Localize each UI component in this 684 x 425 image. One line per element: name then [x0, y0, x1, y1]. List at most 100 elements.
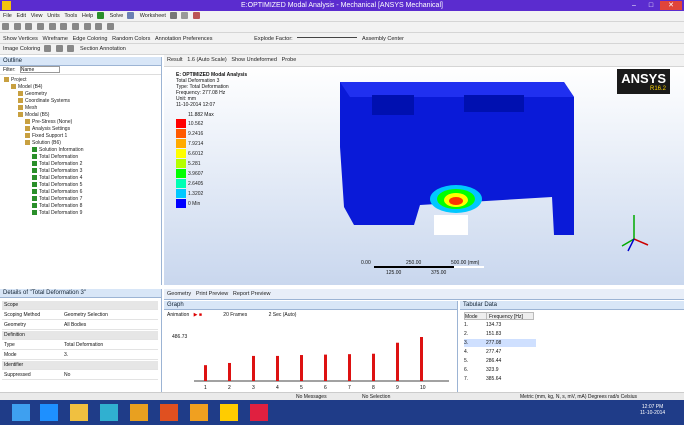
- status-units[interactable]: Metric (mm, kg, N, s, mV, mA) Degrees ra…: [520, 394, 638, 400]
- clock[interactable]: 12:07 PM 11-10-2014: [640, 404, 665, 416]
- tree-item[interactable]: Mesh: [18, 105, 37, 112]
- probe-button[interactable]: Probe: [281, 57, 297, 63]
- details-row[interactable]: Suppressed No: [2, 371, 158, 380]
- frequency-bar[interactable]: [348, 354, 351, 381]
- menu-tools[interactable]: Tools: [64, 13, 78, 19]
- menu-file[interactable]: File: [3, 13, 12, 19]
- tab-report-preview[interactable]: Report Preview: [232, 291, 271, 297]
- tree-item[interactable]: Solution (B6): [25, 140, 61, 147]
- details-row[interactable]: Geometry All Bodies: [2, 321, 158, 330]
- line-icon[interactable]: [67, 45, 75, 52]
- assembly-center-select[interactable]: Assembly Center: [362, 36, 404, 42]
- details-row[interactable]: Identifier: [2, 361, 158, 370]
- frequency-bar[interactable]: [252, 355, 255, 381]
- scale-select[interactable]: 1.6 (Auto Scale): [187, 57, 227, 63]
- tree-item[interactable]: Fixed Support 1: [25, 133, 67, 140]
- frequency-bar[interactable]: [324, 354, 327, 381]
- app-icon[interactable]: [160, 404, 178, 421]
- tree-item[interactable]: Geometry: [18, 91, 47, 98]
- frequency-bar[interactable]: [204, 365, 207, 381]
- tab-geometry[interactable]: Geometry: [167, 291, 192, 297]
- view-icon[interactable]: [83, 23, 91, 30]
- display-select[interactable]: Show Undeformed: [231, 57, 277, 63]
- zoom-icon[interactable]: [37, 23, 45, 30]
- tabular-row[interactable]: 6. 323.9: [464, 366, 536, 374]
- zoom-box-icon[interactable]: [48, 23, 56, 30]
- menu-help[interactable]: Help: [81, 13, 94, 19]
- tree-item[interactable]: Solution Information: [32, 147, 83, 154]
- frames-select[interactable]: 20 Frames: [223, 312, 248, 318]
- frequency-bar[interactable]: [276, 355, 279, 381]
- select-icon[interactable]: [2, 23, 9, 30]
- show-vertices-button[interactable]: Show Vertices: [3, 36, 38, 42]
- worksheet-button[interactable]: Worksheet: [139, 13, 166, 19]
- app-icon[interactable]: [130, 404, 148, 421]
- menu-view[interactable]: View: [30, 13, 43, 19]
- tabular-row[interactable]: 4. 277.47: [464, 348, 536, 356]
- section-annotation-button[interactable]: Section Annotation: [79, 46, 126, 52]
- annotation-prefs-button[interactable]: Annotation Preferences: [155, 36, 213, 42]
- tree-item[interactable]: Total Deformation 2: [32, 161, 82, 168]
- frequency-bar[interactable]: [228, 362, 231, 381]
- wireframe-button[interactable]: Wireframe: [42, 36, 68, 42]
- tree-item[interactable]: Analysis Settings: [25, 126, 70, 133]
- tab-print-preview[interactable]: Print Preview: [195, 291, 229, 297]
- tree-item[interactable]: Total Deformation 4: [32, 175, 82, 182]
- java-icon[interactable]: [190, 404, 208, 421]
- tree-item[interactable]: Modal (B5): [18, 112, 49, 119]
- close-button[interactable]: ✕: [660, 1, 682, 10]
- graphics-viewport[interactable]: E: OPTIMIZED Modal Analysis Total Deform…: [164, 67, 684, 285]
- folder-icon[interactable]: [70, 404, 88, 421]
- tabular-row[interactable]: 2. 151.83: [464, 330, 536, 338]
- tree-item[interactable]: Total Deformation 9: [32, 210, 82, 217]
- rotate-icon[interactable]: [13, 23, 21, 30]
- frequency-bar[interactable]: [396, 342, 399, 381]
- ansys-icon[interactable]: [220, 404, 238, 421]
- tree-item[interactable]: Total Deformation 3: [32, 168, 82, 175]
- details-row[interactable]: Definition: [2, 331, 158, 340]
- menu-edit[interactable]: Edit: [16, 13, 27, 19]
- tabular-row[interactable]: 5. 286.44: [464, 357, 536, 365]
- tabular-row[interactable]: 7. 385.64: [464, 375, 536, 383]
- stop-icon[interactable]: ■: [198, 312, 202, 318]
- tree-item[interactable]: Total Deformation 5: [32, 182, 82, 189]
- app-icon[interactable]: [100, 404, 118, 421]
- edge-coloring-button[interactable]: Edge Coloring: [72, 36, 108, 42]
- frequency-bar[interactable]: [372, 353, 375, 381]
- line-icon[interactable]: [55, 45, 63, 52]
- explode-slider[interactable]: [297, 33, 358, 38]
- magnifier-icon[interactable]: [72, 23, 80, 30]
- ie-icon[interactable]: [40, 404, 58, 421]
- minimize-button[interactable]: –: [632, 2, 636, 9]
- frequency-bar[interactable]: [300, 355, 303, 381]
- tabular-row[interactable]: 1. 134.73: [464, 321, 536, 329]
- status-messages[interactable]: No Messages: [296, 394, 327, 400]
- start-icon[interactable]: [12, 404, 30, 421]
- tree-item[interactable]: Total Deformation: [32, 154, 78, 161]
- details-row[interactable]: Scoping Method Geometry Selection: [2, 311, 158, 320]
- menu-units[interactable]: Units: [47, 13, 60, 19]
- frequency-bar[interactable]: [420, 337, 423, 381]
- solve-button[interactable]: Solve: [109, 13, 124, 19]
- tree-item[interactable]: Pre-Stress (None): [25, 119, 72, 126]
- fit-icon[interactable]: [60, 23, 68, 30]
- play-icon[interactable]: ▶: [193, 312, 198, 318]
- filter-select[interactable]: Name: [19, 66, 60, 73]
- details-row[interactable]: Scope: [2, 301, 158, 310]
- details-row[interactable]: Mode 3.: [2, 351, 158, 360]
- tree-item[interactable]: Total Deformation 7: [32, 196, 82, 203]
- pan-icon[interactable]: [25, 23, 33, 30]
- tree-item[interactable]: Project: [4, 77, 27, 84]
- duration-select[interactable]: 2 Sec (Auto): [268, 312, 297, 318]
- tree-item[interactable]: Total Deformation 6: [32, 189, 82, 196]
- tree-item[interactable]: Model (B4): [11, 84, 42, 91]
- tree-item[interactable]: Coordinate Systems: [18, 98, 70, 105]
- maximize-button[interactable]: □: [648, 2, 654, 9]
- image-coloring-button[interactable]: Image Coloring: [3, 46, 41, 52]
- view-icon[interactable]: [107, 23, 115, 30]
- tabular-row[interactable]: 3. 277.08: [464, 339, 536, 347]
- details-row[interactable]: Type Total Deformation: [2, 341, 158, 350]
- tree-item[interactable]: Total Deformation 8: [32, 203, 82, 210]
- view-icon[interactable]: [95, 23, 103, 30]
- line-icon[interactable]: [43, 45, 51, 52]
